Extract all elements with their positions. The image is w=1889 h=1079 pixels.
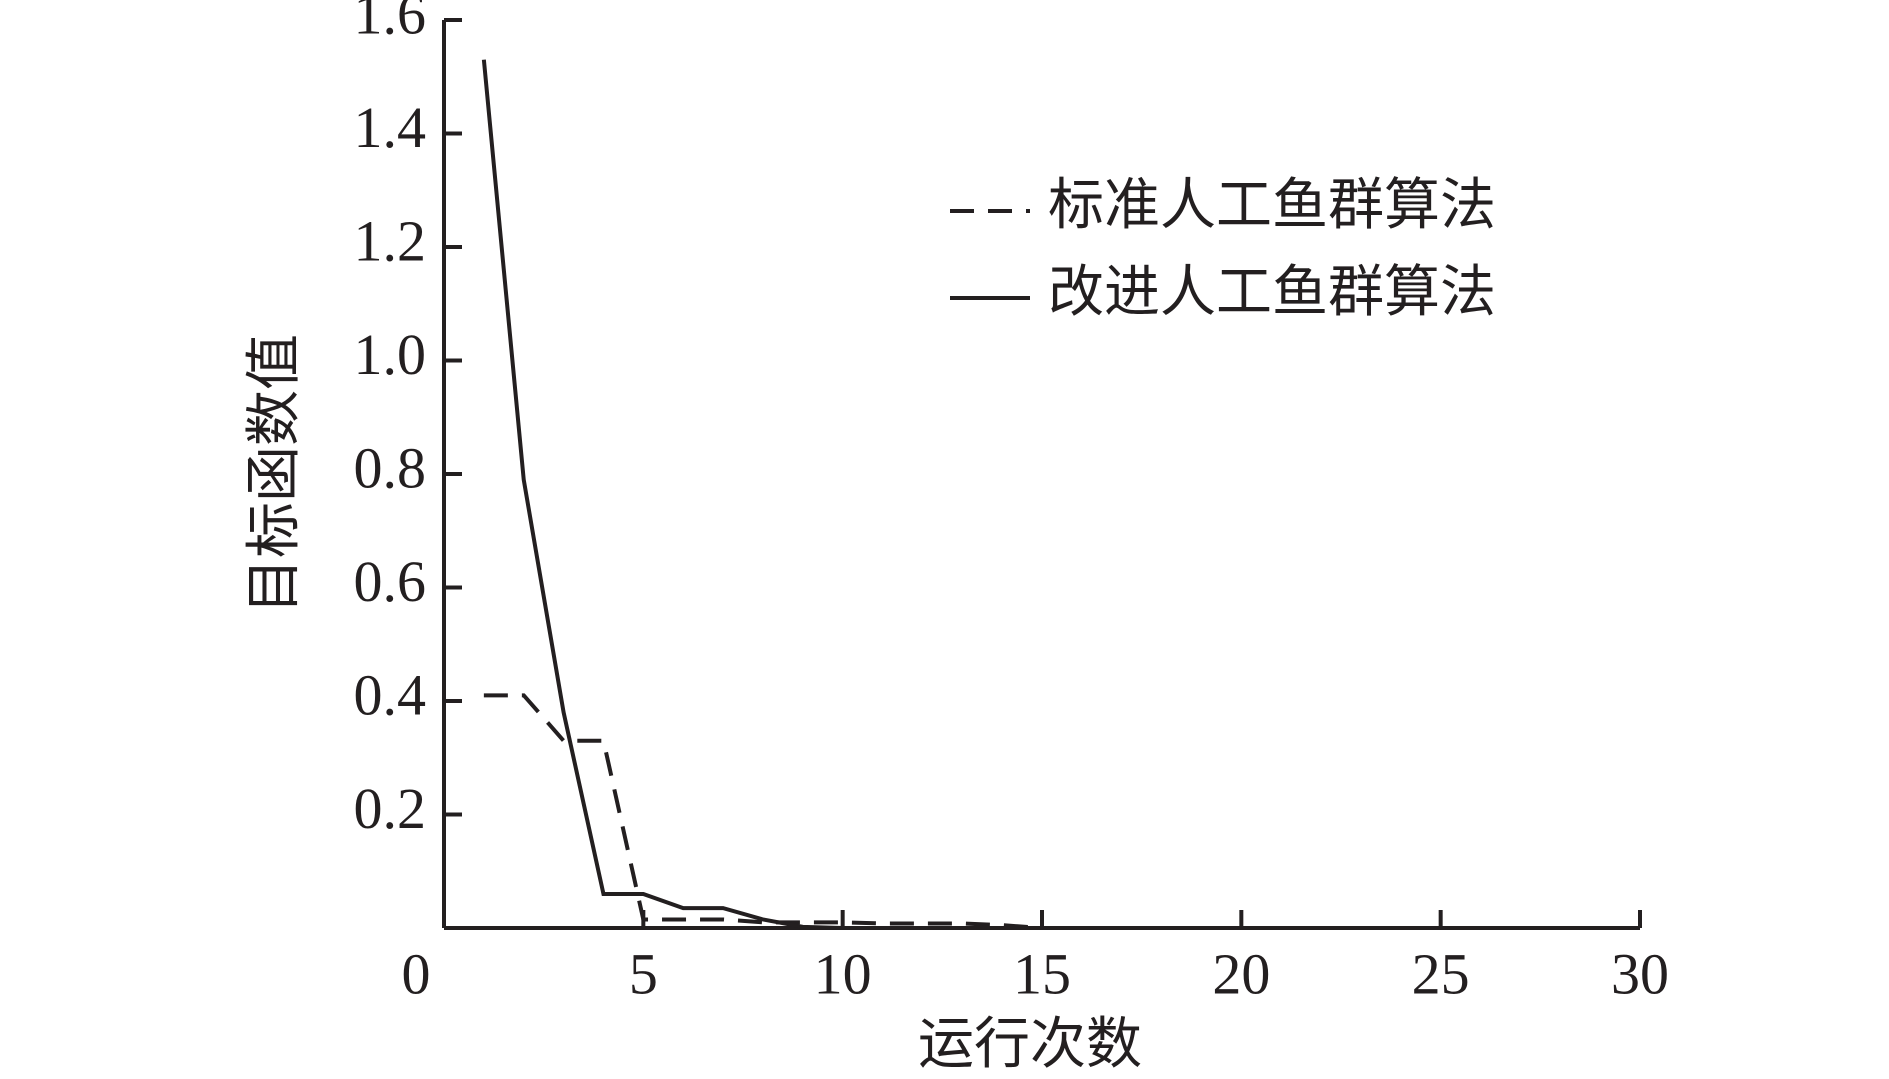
- y-axis-label: 目标函数值: [244, 334, 306, 614]
- x-tick-label: 30: [1611, 941, 1669, 1006]
- y-tick-label: 1.4: [354, 95, 427, 160]
- series-line: [481, 59, 1640, 930]
- y-tick-label: 1.2: [354, 208, 427, 273]
- x-tick-label: 20: [1212, 941, 1270, 1006]
- legend-label: 标准人工鱼群算法: [1048, 175, 1496, 237]
- x-tick-label: 10: [814, 941, 872, 1006]
- x-tick-label: 0: [402, 941, 431, 1006]
- y-tick-label: 0.4: [354, 662, 427, 727]
- x-tick-label: 5: [629, 941, 658, 1006]
- x-tick-label: 25: [1412, 941, 1470, 1006]
- y-tick-label: 0.2: [354, 776, 427, 841]
- y-tick-label: 1.6: [354, 0, 427, 46]
- y-tick-label: 0.6: [354, 549, 427, 614]
- legend-label: 改进人工鱼群算法: [1048, 262, 1496, 324]
- series-line: [483, 693, 1640, 930]
- x-axis-label: 运行次数: [918, 1014, 1142, 1076]
- x-tick-label: 15: [1013, 941, 1071, 1006]
- y-tick-label: 0.8: [354, 435, 427, 500]
- y-tick-label: 1.0: [354, 322, 427, 387]
